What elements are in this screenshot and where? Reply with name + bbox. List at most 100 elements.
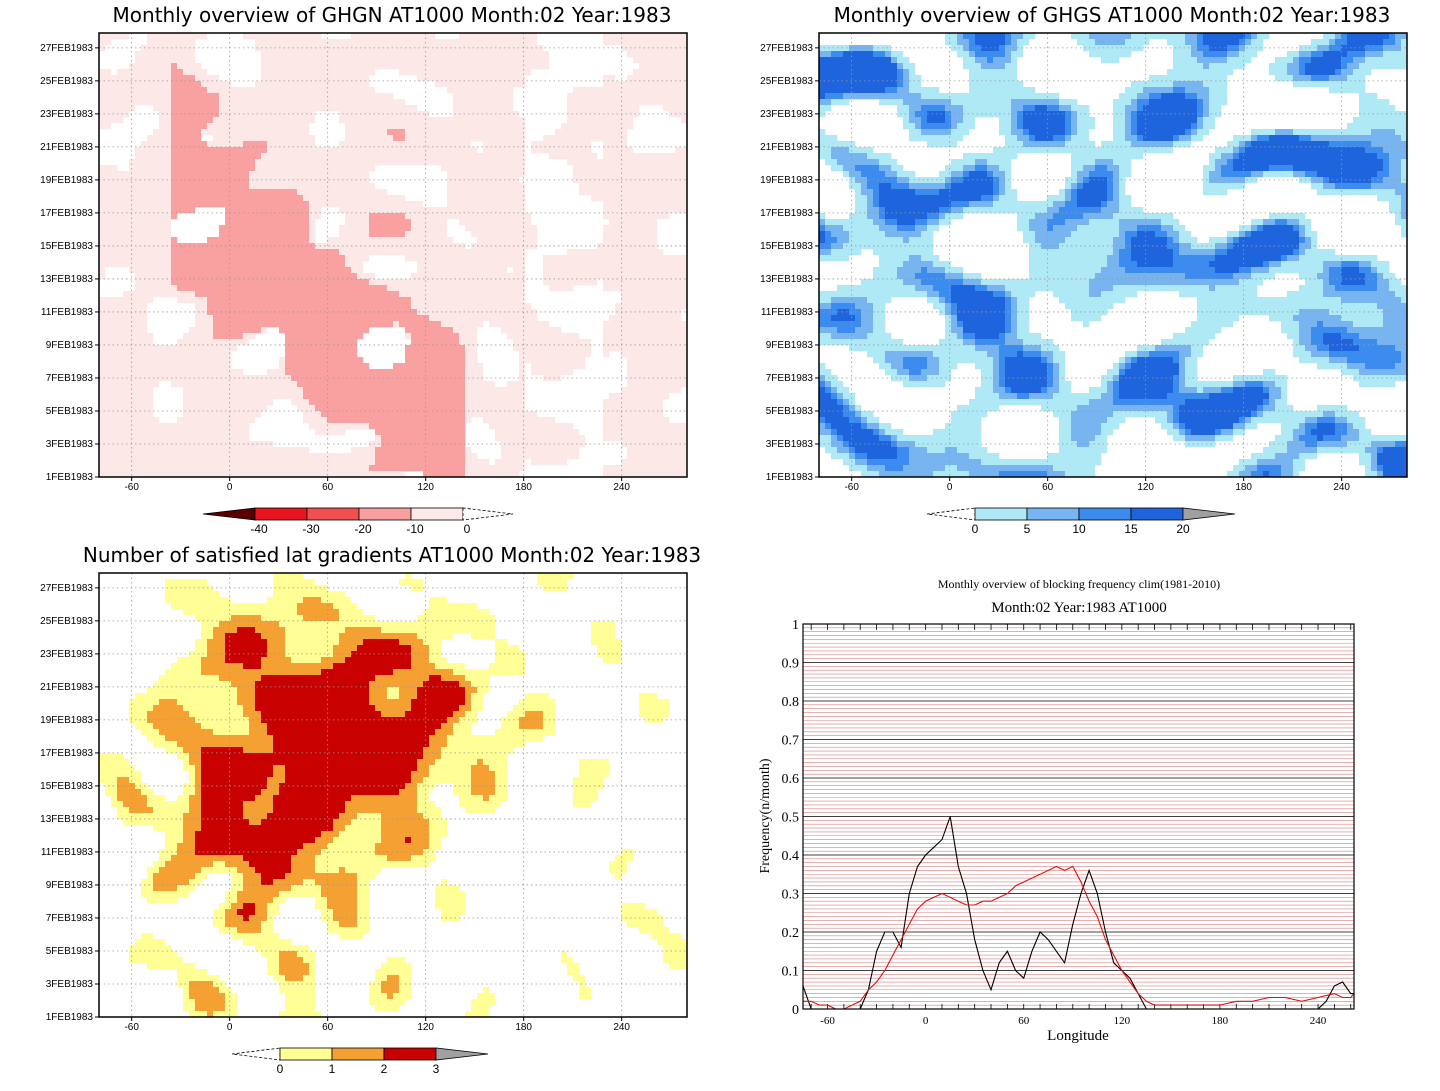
heatmap-cell [225,291,232,298]
heatmap-cell [345,339,352,346]
heatmap-cell [195,261,202,268]
heatmap-cell [681,75,688,82]
heatmap-cell [159,255,166,262]
heatmap-cell [501,159,508,166]
heatmap-cell [345,63,352,70]
heatmap-cell [207,273,214,280]
heatmap-cell [645,153,652,160]
heatmap-cell [525,39,532,46]
heatmap-cell [471,177,478,184]
heatmap-cell [339,411,346,418]
heatmap-cell [609,405,616,412]
heatmap-ghgn: -60 0 60 120 180 2401FEB19833FEB19835FEB19837… [40,32,688,536]
heatmap-cell [315,309,322,316]
heatmap-cell [483,237,490,244]
heatmap-cell [165,153,172,160]
heatmap-cell [273,309,280,316]
heatmap-cell [189,279,196,286]
heatmap-cell [207,93,214,100]
heatmap-cell [387,219,394,226]
heatmap-cell [201,81,208,88]
heatmap-cell [333,387,340,394]
heatmap-cell [159,189,166,196]
heatmap-cell [393,147,400,154]
heatmap-cell [429,417,436,424]
heatmap-cell [447,63,454,70]
heatmap-cell [435,279,442,286]
heatmap-cell [243,135,250,142]
heatmap-cell [477,189,484,196]
heatmap-cell [195,423,202,430]
heatmap-cell [645,393,652,400]
heatmap-cell [267,165,274,172]
heatmap-cell [333,183,340,190]
heatmap-cell [285,69,292,76]
heatmap-cell [591,195,598,202]
heatmap-cell [663,81,670,88]
heatmap-cell [399,69,406,76]
heatmap-cell [663,195,670,202]
heatmap-cell [99,171,106,178]
heatmap-cell [375,321,382,328]
heatmap-cell [315,411,322,418]
heatmap-cell [555,327,562,334]
heatmap-cell [507,33,514,40]
heatmap-cell [465,105,472,112]
heatmap-cell [627,285,634,292]
heatmap-cell [195,321,202,328]
heatmap-cell [645,423,652,430]
heatmap-cell [417,267,424,274]
heatmap-cell [441,333,448,340]
heatmap-cell [315,327,322,334]
heatmap-cell [489,201,496,208]
heatmap-cell [321,411,328,418]
heatmap-cell [303,183,310,190]
heatmap-cell [465,153,472,160]
heatmap-cell [171,33,178,40]
heatmap-cell [189,165,196,172]
heatmap-cell [453,141,460,148]
heatmap-cell [303,315,310,322]
heatmap-cell [159,261,166,268]
heatmap-cell [171,81,178,88]
heatmap-cell [99,393,106,400]
heatmap-cell [519,219,526,226]
heatmap-cell [225,87,232,94]
heatmap-cell [297,111,304,118]
heatmap-cell [159,129,166,136]
heatmap-cell [303,261,310,268]
heatmap-cell [531,339,538,346]
heatmap-cell [531,369,538,376]
heatmap-cell [495,237,502,244]
heatmap-cell [465,81,472,88]
heatmap-cell [651,171,658,178]
heatmap-cell [423,381,430,388]
heatmap-cell [369,99,376,106]
heatmap-cell [171,189,178,196]
heatmap-cell [369,387,376,394]
heatmap-cell [303,219,310,226]
heatmap-cell [363,291,370,298]
heatmap-cell [201,87,208,94]
heatmap-cell [339,225,346,232]
heatmap-cell [189,201,196,208]
heatmap-cell [381,111,388,118]
heatmap-cell [405,369,412,376]
heatmap-cell [621,81,628,88]
heatmap-cell [315,267,322,274]
heatmap-cell [495,159,502,166]
heatmap-cell [291,69,298,76]
heatmap-cell [369,69,376,76]
heatmap-cell [321,327,328,334]
heatmap-cell [543,369,550,376]
heatmap-cell [351,63,358,70]
heatmap-cell [219,423,226,430]
heatmap-cell [375,141,382,148]
heatmap-cell [111,309,118,316]
heatmap-cell [201,201,208,208]
heatmap-cell [333,51,340,58]
heatmap-cell [327,333,334,340]
heatmap-cell [519,201,526,208]
heatmap-cell [99,423,106,430]
heatmap-cell [543,345,550,352]
